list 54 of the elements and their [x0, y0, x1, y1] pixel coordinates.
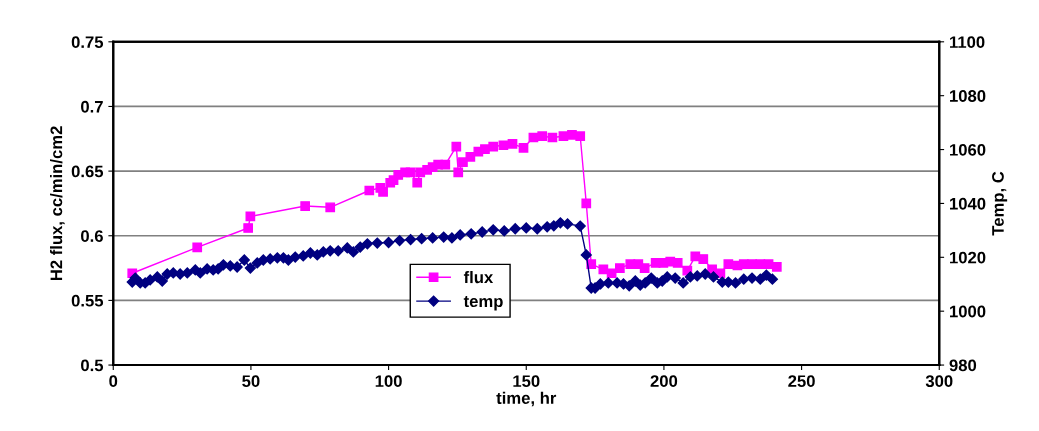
- y-tick-label: 0.55: [71, 294, 104, 307]
- y-tick-label: 0.65: [71, 165, 104, 178]
- point: [672, 258, 683, 268]
- point: [440, 159, 451, 170]
- y-tick-label: 0.75: [71, 36, 104, 49]
- legend-label: flux: [463, 271, 494, 284]
- x-axis-title: time, hr: [496, 391, 557, 407]
- x-tick-label: 250: [788, 375, 815, 388]
- legend-label: temp: [463, 296, 503, 311]
- point: [498, 140, 509, 151]
- x-tick-label: 0: [109, 375, 118, 388]
- y2-tick-label: 1100: [950, 36, 985, 49]
- point: [412, 177, 423, 188]
- point: [575, 131, 586, 142]
- y-tick-label: 0.6: [81, 230, 103, 242]
- y2-axis-title: Temp, C: [992, 171, 1008, 236]
- point: [723, 259, 734, 270]
- point: [598, 264, 609, 275]
- x-tick-label: 50: [242, 375, 260, 388]
- point: [606, 268, 617, 279]
- y2-tick-label: 980: [949, 359, 977, 372]
- point: [507, 139, 518, 149]
- y2-tick-label: 1020: [950, 251, 986, 264]
- point: [488, 141, 499, 152]
- point: [518, 142, 529, 153]
- point: [465, 152, 476, 162]
- point: [581, 198, 592, 209]
- y-axis-title: H2 flux, cc/min/cm2: [50, 126, 65, 281]
- point: [451, 141, 462, 152]
- point: [480, 144, 490, 154]
- y2-tick-label: 1000: [950, 305, 986, 318]
- x-tick-label: 100: [375, 375, 402, 388]
- point: [243, 223, 254, 233]
- point: [537, 131, 548, 142]
- point: [771, 261, 782, 272]
- x-tick-label: 150: [513, 375, 540, 388]
- point: [325, 202, 336, 213]
- x-tick-label: 300: [925, 375, 953, 388]
- point: [755, 259, 766, 270]
- point: [364, 185, 375, 196]
- point: [615, 263, 625, 273]
- y2-tick-label: 1040: [950, 197, 986, 210]
- y-tick-label: 0.7: [81, 100, 103, 113]
- y2-tick-label: 1080: [950, 90, 986, 102]
- point: [300, 201, 311, 211]
- y2-tick-label: 1060: [950, 143, 986, 156]
- point: [453, 167, 464, 178]
- x-tick-label: 200: [650, 375, 678, 388]
- point: [192, 242, 203, 253]
- point: [698, 254, 709, 264]
- point: [639, 263, 650, 273]
- point: [458, 157, 468, 167]
- y-tick-label: 0.5: [81, 359, 104, 372]
- point: [378, 186, 388, 197]
